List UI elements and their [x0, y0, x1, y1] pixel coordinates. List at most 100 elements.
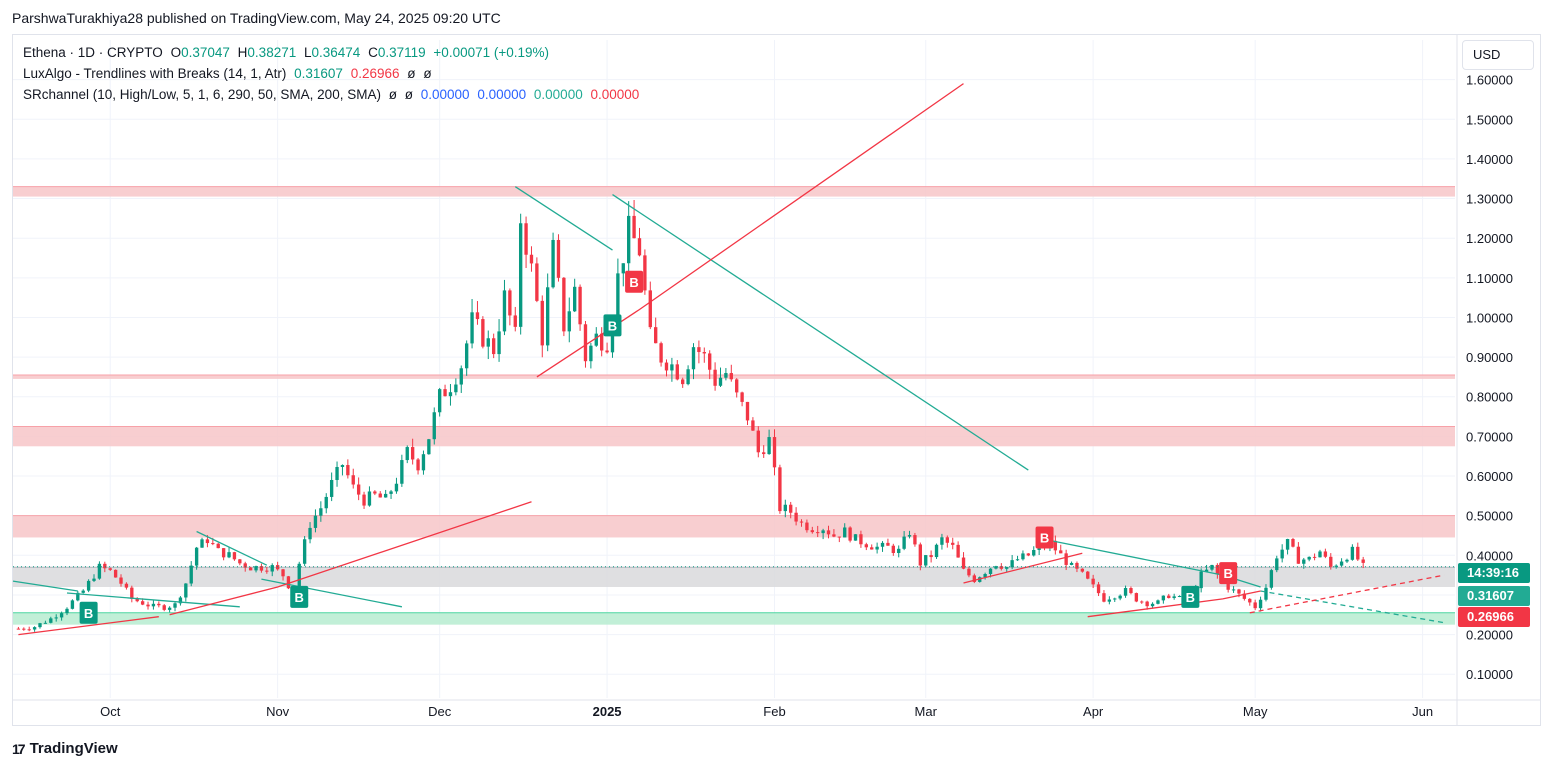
legend-symbol-row[interactable]: Ethena · 1D · CRYPTO O0.37047 H0.38271 L…	[23, 45, 553, 60]
candle-body	[1140, 601, 1144, 603]
signal-sell-label: B	[1040, 530, 1049, 545]
candle-body	[832, 534, 836, 537]
tradingview-logo[interactable]: 17 TradingView	[12, 740, 118, 757]
candle-body	[124, 583, 129, 588]
candle-body	[1269, 570, 1274, 588]
candle-body	[146, 604, 150, 607]
candle-body	[1334, 565, 1338, 567]
candle-body	[221, 548, 226, 558]
candle-body	[70, 600, 75, 609]
candle-body	[92, 578, 96, 581]
candle-body	[988, 568, 993, 575]
candle-body	[540, 300, 544, 346]
candle-body	[697, 347, 701, 353]
candle-body	[389, 491, 393, 494]
currency-button[interactable]: USD	[1462, 40, 1534, 70]
candle-body	[351, 475, 355, 485]
candle-body	[151, 603, 156, 607]
candle-body	[756, 430, 760, 453]
candle-body	[1086, 571, 1090, 579]
sr-zone-resistance	[13, 186, 1455, 197]
candle-body	[778, 467, 782, 512]
candle-body	[486, 338, 490, 347]
candle-body	[356, 484, 361, 495]
candle-body	[335, 466, 339, 480]
candle-body	[1226, 582, 1230, 590]
symbol-name[interactable]: Ethena · 1D · CRYPTO	[23, 45, 163, 60]
candle-body	[508, 290, 512, 316]
candle-body	[1145, 601, 1149, 607]
low-label: L	[304, 45, 312, 60]
candle-body	[659, 343, 663, 363]
x-tick-label: Apr	[1083, 704, 1104, 719]
y-tick-label: 0.90000	[1466, 350, 1513, 365]
indicator-2-name[interactable]: SRchannel (10, High/Low, 5, 1, 6, 290, 5…	[23, 87, 381, 102]
candle-body	[573, 286, 577, 312]
candle-body	[545, 287, 550, 346]
candle-body	[400, 460, 404, 484]
signal-sell-label: B	[629, 275, 638, 290]
candle-body	[708, 353, 712, 370]
tradingview-logo-icon: 17	[12, 740, 26, 757]
candle-body	[1296, 546, 1301, 564]
indicator-1-name[interactable]: LuxAlgo - Trendlines with Breaks (14, 1,…	[23, 66, 287, 81]
candle-body	[616, 273, 620, 320]
candle-body	[184, 583, 188, 598]
candle-body	[940, 537, 944, 545]
trendline-teal	[612, 194, 1029, 471]
candle-body	[443, 389, 447, 397]
candle-body	[994, 566, 998, 569]
candle-body	[518, 223, 523, 327]
countdown-tag: 14:39:16	[1458, 563, 1530, 583]
signal-buy-label: B	[295, 590, 304, 605]
candle-body	[1339, 561, 1344, 566]
candle-body	[918, 544, 923, 566]
candle-body	[313, 515, 318, 528]
candle-body	[119, 577, 123, 584]
chart-frame[interactable]	[12, 34, 1541, 726]
candle-body	[410, 447, 415, 460]
candle-body	[643, 255, 647, 291]
trendline-teal	[514, 186, 613, 251]
upper-trend-price-tag: 0.31607	[1458, 586, 1530, 606]
candle-body	[924, 555, 928, 566]
indicator-2-value-2: ø	[404, 87, 413, 102]
candle-body	[583, 324, 588, 362]
candle-body	[108, 568, 112, 570]
candle-body	[945, 537, 950, 543]
candle-body	[1118, 595, 1122, 599]
candle-body	[362, 494, 366, 506]
signal-buy-badge	[290, 585, 309, 608]
y-tick-label: 0.60000	[1466, 469, 1513, 484]
candle-body	[324, 496, 328, 509]
trendline-red	[963, 552, 1083, 584]
candle-body	[621, 263, 625, 274]
legend-indicator-2[interactable]: SRchannel (10, High/Low, 5, 1, 6, 290, 5…	[23, 87, 643, 102]
candle-body	[1032, 550, 1036, 556]
candle-body	[464, 343, 469, 369]
candle-body	[729, 373, 733, 380]
publisher-line: ParshwaTurakhiya28 published on TradingV…	[12, 10, 501, 26]
trendline-red	[1249, 574, 1445, 614]
candle-body	[718, 377, 723, 386]
candle-body	[135, 598, 139, 602]
x-tick-label: Oct	[100, 704, 121, 719]
candle-body	[1210, 564, 1214, 570]
candle-body	[907, 535, 912, 537]
candle-body	[162, 605, 166, 610]
candle-body	[1350, 546, 1355, 560]
candle-body	[286, 576, 291, 589]
candle-body	[189, 565, 193, 584]
trendline-red	[18, 616, 159, 636]
legend-indicator-1[interactable]: LuxAlgo - Trendlines with Breaks (14, 1,…	[23, 66, 436, 81]
candle-body	[529, 254, 534, 264]
candle-body	[421, 454, 426, 471]
candle-body	[416, 459, 420, 471]
indicator-1-value-2: 0.26966	[350, 66, 400, 81]
tradingview-brand: TradingView	[29, 740, 118, 757]
candle-body	[789, 504, 793, 513]
candle-body	[1248, 598, 1252, 603]
candle-body	[140, 601, 145, 605]
candle-body	[27, 629, 31, 631]
